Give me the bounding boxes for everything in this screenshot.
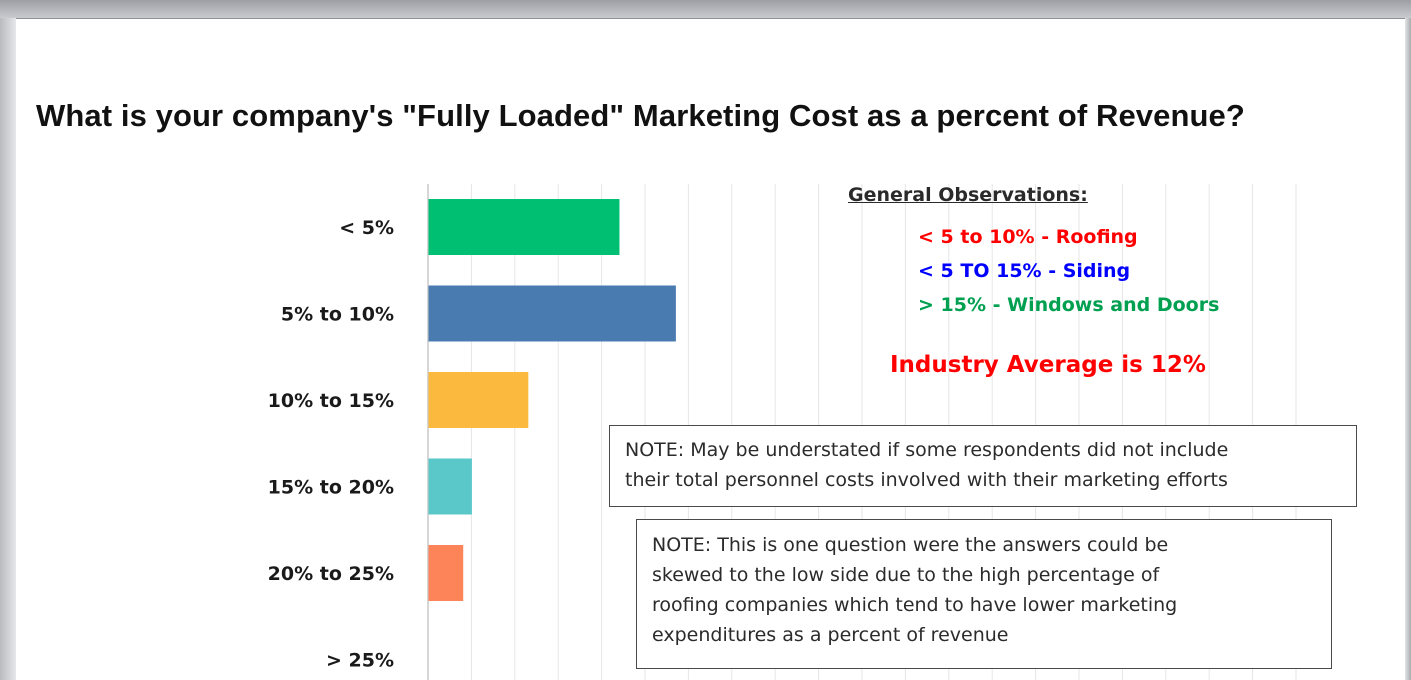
general-observations: General Observations: < 5 to 10% - Roofi… <box>848 184 1219 316</box>
note-box-skewed: NOTE: This is one question were the answ… <box>636 519 1332 669</box>
category-label: > 25% <box>326 650 394 672</box>
category-label: 10% to 15% <box>268 390 394 412</box>
bars <box>428 199 676 601</box>
window-left-frame <box>0 18 16 680</box>
note-box-understated: NOTE: May be understated if some respond… <box>609 425 1357 507</box>
category-label: < 5% <box>339 217 394 239</box>
window-right-frame <box>1405 18 1411 680</box>
observations-heading: General Observations: <box>848 184 1088 206</box>
bar-4 <box>428 545 464 601</box>
bar-0 <box>428 199 620 255</box>
bar-1 <box>428 285 676 342</box>
bar-2 <box>428 372 529 428</box>
bar-3 <box>428 458 472 515</box>
observation-siding: < 5 TO 15% - Siding <box>918 260 1131 282</box>
window-top-frame <box>0 0 1411 19</box>
category-labels: < 5% 5% to 10% 10% to 15% 15% to 20% 20% to … <box>268 217 394 672</box>
chart-title: What is your company's "Fully Loaded" Ma… <box>36 98 1245 133</box>
observation-windows-doors: > 15% - Windows and Doors <box>918 294 1220 316</box>
category-label: 5% to 10% <box>281 304 394 326</box>
industry-average: Industry Average is 12% <box>890 352 1206 378</box>
observation-roofing: < 5 to 10% - Roofing <box>918 226 1138 248</box>
category-label: 20% to 25% <box>268 563 394 585</box>
category-label: 15% to 20% <box>268 477 394 499</box>
